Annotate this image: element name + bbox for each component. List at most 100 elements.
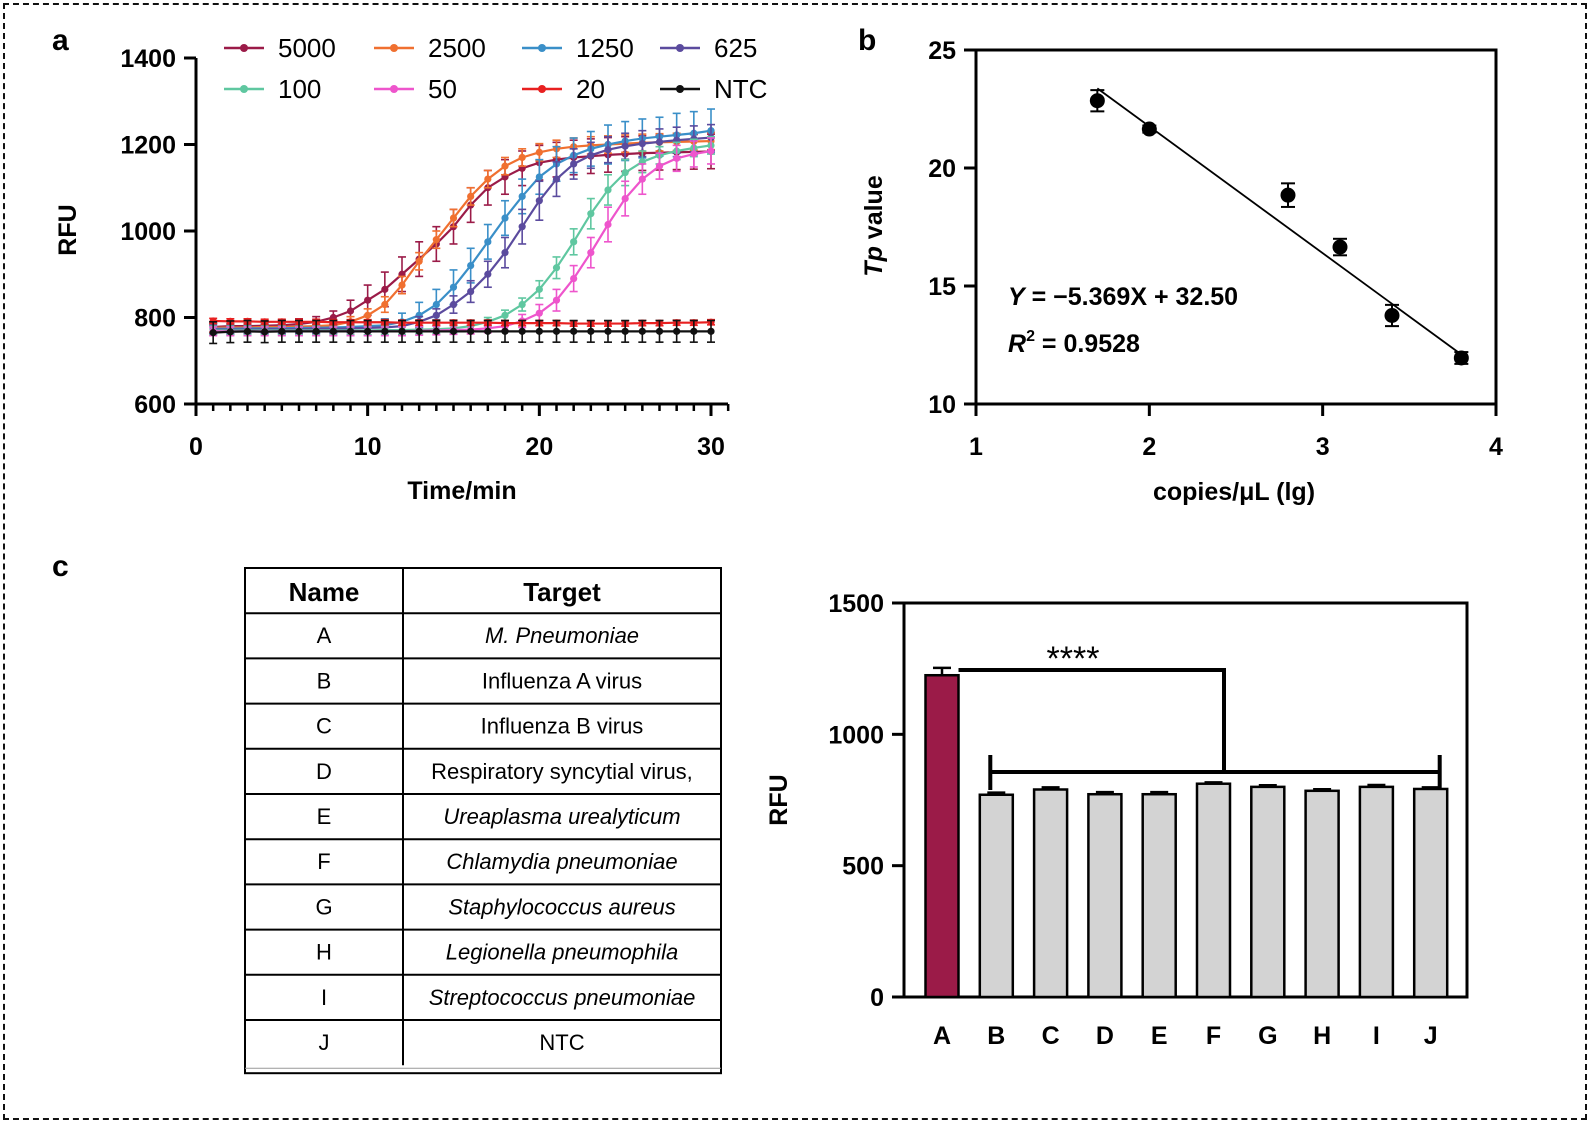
series-line xyxy=(213,139,712,329)
table-cell-target: Respiratory syncytial virus, xyxy=(431,759,693,784)
data-point xyxy=(364,296,372,304)
data-point xyxy=(621,169,629,177)
series-line xyxy=(213,330,711,334)
x-tick-label-c: G xyxy=(1258,1022,1277,1050)
data-point-b xyxy=(1453,350,1469,366)
table-cell-target: Streptococcus pneumoniae xyxy=(429,985,696,1010)
data-point xyxy=(346,307,355,315)
data-point xyxy=(604,186,612,194)
bar-C xyxy=(1032,788,1069,999)
y-axis-title-c: RFU xyxy=(765,774,793,825)
table-cell-name: A xyxy=(317,623,332,648)
bar-D xyxy=(1087,792,1123,999)
data-point xyxy=(381,300,389,309)
legend-marker xyxy=(390,85,398,93)
table-cell-name: H xyxy=(316,940,332,965)
data-point xyxy=(432,311,440,319)
data-point xyxy=(673,154,681,162)
x-tick-label-c: A xyxy=(933,1022,951,1050)
legend-marker xyxy=(240,44,248,52)
data-point xyxy=(655,327,664,335)
legend-marker xyxy=(676,44,684,52)
data-point xyxy=(432,300,440,309)
data-point xyxy=(587,327,595,335)
x-tick-label-c: E xyxy=(1151,1022,1168,1050)
bar-A xyxy=(924,673,960,999)
x-tick-label-c: I xyxy=(1373,1022,1380,1050)
data-point xyxy=(655,162,664,170)
series-line xyxy=(213,319,712,325)
data-point xyxy=(621,142,629,150)
y-tick-label-a: 600 xyxy=(134,391,176,419)
table-border xyxy=(244,567,722,1075)
bar-E xyxy=(1141,792,1177,999)
target-table: Name Target A M. Pneumoniae B Influenza A vir… xyxy=(244,567,722,1075)
data-point xyxy=(552,175,561,183)
data-point xyxy=(484,327,492,335)
data-point xyxy=(501,162,509,170)
legend-item-1250: 1250 xyxy=(522,33,634,63)
data-point xyxy=(501,214,509,222)
data-point xyxy=(570,274,578,283)
y-axis-title-rest: value xyxy=(860,175,888,246)
data-point xyxy=(295,327,303,335)
data-point xyxy=(535,327,543,335)
x-tick-label-c: D xyxy=(1096,1022,1114,1050)
data-point xyxy=(535,173,543,181)
y-tick-label-c: 500 xyxy=(842,853,884,881)
fit-line xyxy=(1096,87,1462,356)
table-cell-target: NTC xyxy=(539,1030,584,1055)
bar-H xyxy=(1304,789,1340,999)
data-point xyxy=(587,249,595,257)
table-cell-name: G xyxy=(315,894,332,919)
data-point xyxy=(346,327,355,335)
data-point-b xyxy=(1089,93,1105,109)
legend-item-100: 100 xyxy=(224,74,321,104)
data-point xyxy=(484,270,492,278)
data-point xyxy=(621,194,629,203)
data-point xyxy=(655,138,664,146)
y-tick-label-b: 25 xyxy=(928,37,956,65)
table-cell-target: Influenza A virus xyxy=(482,668,642,693)
data-point xyxy=(432,236,440,244)
legend-label: 2500 xyxy=(428,33,486,63)
data-point-b xyxy=(1280,187,1296,203)
series-NTC xyxy=(209,319,715,345)
y-axis-title-a: RFU xyxy=(54,204,82,255)
r-exponent: 2 xyxy=(1026,328,1035,345)
data-point xyxy=(501,311,509,319)
data-point xyxy=(518,192,526,200)
legend-marker xyxy=(676,85,684,93)
bar-J xyxy=(1412,787,1449,999)
data-point xyxy=(570,160,578,168)
table-cell-name: I xyxy=(321,985,327,1010)
bar-G xyxy=(1250,785,1286,999)
table-cell-name: B xyxy=(317,668,332,693)
legend-marker xyxy=(538,85,546,93)
table-cell-name: C xyxy=(316,714,332,739)
data-point xyxy=(415,257,423,265)
y-tick-label-a: 1400 xyxy=(120,45,176,73)
data-point xyxy=(690,327,698,335)
data-point xyxy=(261,328,269,336)
y-tick-label-b: 15 xyxy=(928,273,956,301)
x-tick-label-b: 3 xyxy=(1316,433,1330,461)
panel-c-chart: 0 500 1000 1500 RFU A B C D E F G H I J **** xyxy=(765,590,1469,1050)
table-cell-name: F xyxy=(317,849,330,874)
series-50 xyxy=(209,137,715,337)
data-point xyxy=(467,327,475,335)
dashed-frame xyxy=(3,3,1587,1120)
data-point xyxy=(604,220,612,229)
legend-label: 20 xyxy=(576,74,605,104)
fit-equation: Y = −5.369X + 32.50 xyxy=(1008,283,1238,311)
data-point xyxy=(587,210,595,218)
bar-F xyxy=(1195,782,1232,999)
y-tick-label-c: 1500 xyxy=(828,590,884,618)
legend-item-NTC: NTC xyxy=(660,74,767,104)
data-point xyxy=(467,192,475,200)
y-axis-title-b: Tp value xyxy=(860,175,888,277)
legend-label: 625 xyxy=(714,33,757,63)
panel-label-a: a xyxy=(52,24,69,57)
legend-label: 50 xyxy=(428,74,457,104)
